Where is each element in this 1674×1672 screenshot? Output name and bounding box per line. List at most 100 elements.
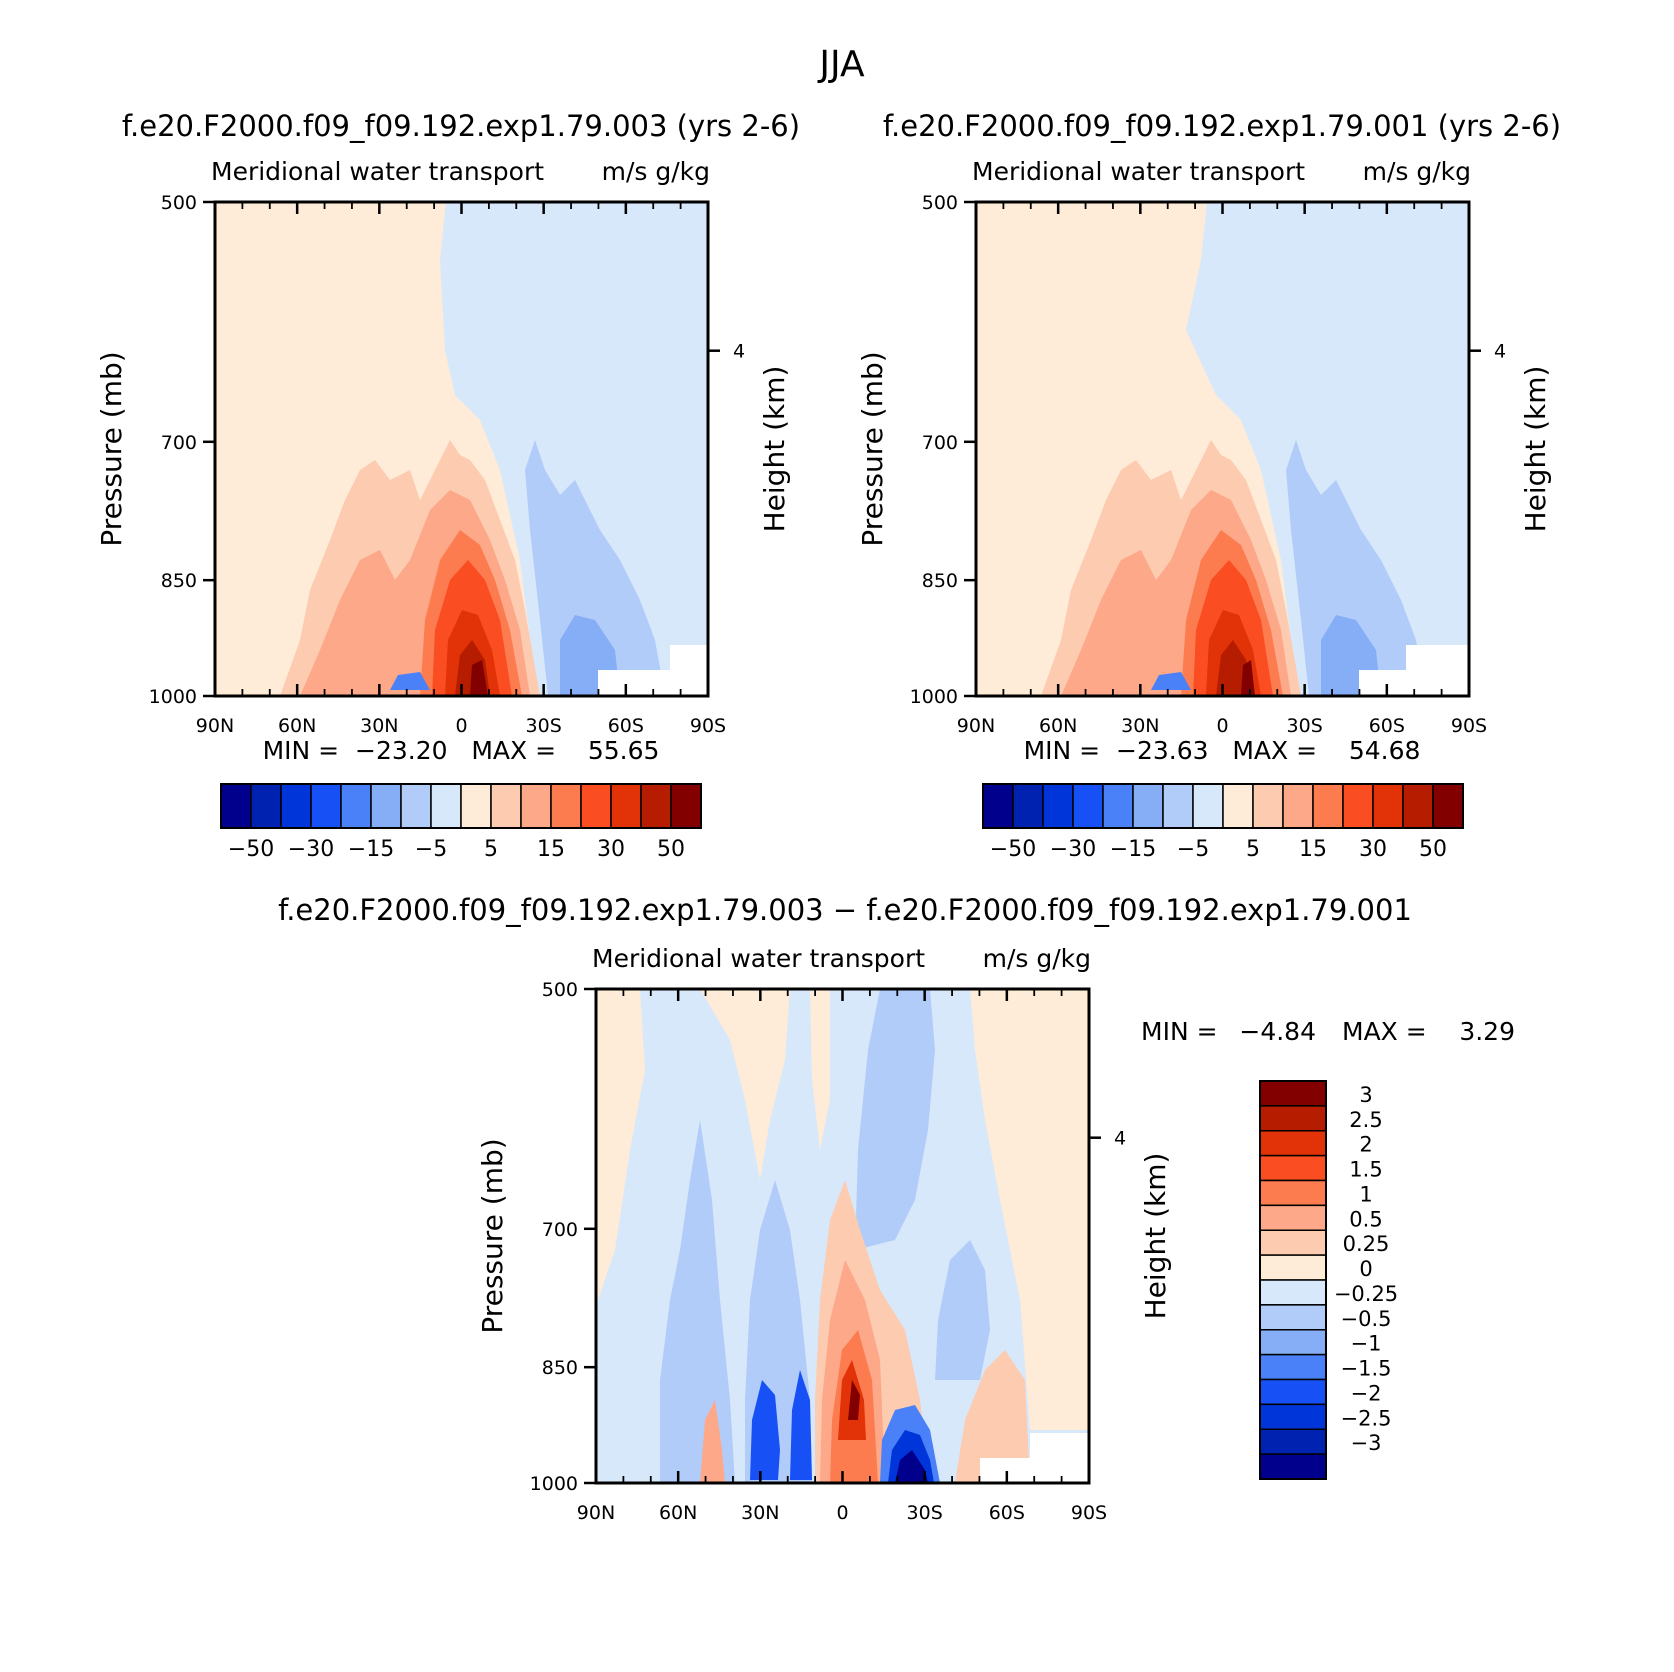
x-tick-label: 90N	[196, 715, 234, 737]
field-pos-max	[470, 660, 488, 696]
y-tick-label: 500	[542, 979, 578, 1001]
field-neg-low	[390, 672, 430, 690]
panel-a-subtitle-left: Meridional water transport	[211, 157, 544, 186]
x-tick-label: 60N	[1039, 715, 1077, 737]
colorbar-label: −5	[415, 837, 447, 862]
colorbar-label: 2.5	[1349, 1108, 1382, 1132]
field-pos-mid2	[810, 989, 830, 1150]
x-tick-label: 60N	[659, 1502, 697, 1524]
colorbar-box	[1342, 783, 1374, 829]
field-neg-region	[440, 202, 708, 696]
colorbar-box	[1259, 1403, 1327, 1430]
panel-diff-ylabel-right: Height (km)	[1139, 1153, 1172, 1320]
x-tick-label: 30N	[360, 715, 398, 737]
colorbar-label: −2.5	[1341, 1406, 1392, 1430]
panel-diff-title: f.e20.F2000.f09_f09.192.exp1.79.003 − f.…	[278, 893, 1412, 927]
colorbar-box	[1259, 1428, 1327, 1455]
x-tick-label: 60S	[989, 1502, 1025, 1524]
panel-a-field	[215, 202, 708, 696]
colorbar-label: 1.5	[1349, 1158, 1382, 1182]
colorbar-box	[640, 783, 672, 829]
field-neg-low	[1151, 672, 1191, 690]
colorbar-box	[220, 783, 252, 829]
panel-a-axes: 90N 60N 30N 0 30S 60S 90S 500 700 850 1000 4	[149, 192, 745, 737]
colorbar-box	[1259, 1080, 1327, 1107]
colorbar-label: −50	[228, 837, 274, 862]
colorbar-box	[1259, 1130, 1327, 1157]
colorbar-box	[1132, 783, 1164, 829]
x-tick-label: 30N	[741, 1502, 779, 1524]
panel-a: f.e20.F2000.f09_f09.192.exp1.79.003 (yrs…	[95, 109, 800, 862]
x-tick-label: 30S	[526, 715, 562, 737]
colorbar-label: 2	[1359, 1133, 1372, 1157]
panel-diff-colorbar: 32.521.510.50.250−0.25−0.5−1−1.5−2−2.5−3	[1259, 1080, 1398, 1480]
colorbar-label: −15	[348, 837, 394, 862]
x-tick-label: 30N	[1121, 715, 1159, 737]
colorbar-box	[1012, 783, 1044, 829]
panel-b-subtitle-left: Meridional water transport	[972, 157, 1305, 186]
colorbar-label: −30	[1050, 837, 1096, 862]
x-tick-label: 60N	[278, 715, 316, 737]
colorbar-box	[1259, 1105, 1327, 1132]
panel-b-axes: 90N 60N 30N 0 30S 60S 90S 500 700 850 1000 4	[910, 192, 1506, 737]
colorbar-label: −2	[1351, 1381, 1382, 1405]
colorbar-label: −0.5	[1341, 1307, 1392, 1331]
height-tick-label: 4	[733, 341, 745, 363]
x-tick-label: 90S	[690, 715, 726, 737]
colorbar-label: 30	[1359, 837, 1387, 862]
panel-a-ylabel: Pressure (mb)	[95, 351, 128, 546]
x-tick-label: 30S	[1287, 715, 1323, 737]
panel-diff: f.e20.F2000.f09_f09.192.exp1.79.003 − f.…	[278, 893, 1515, 1524]
x-tick-label: 90S	[1451, 715, 1487, 737]
colorbar-box	[1042, 783, 1074, 829]
colorbar-box	[430, 783, 462, 829]
y-tick-label: 850	[161, 570, 197, 592]
panel-diff-min-value: −4.84	[1239, 1017, 1316, 1046]
y-tick-label: 700	[542, 1219, 578, 1241]
panel-a-colorbar: −50 −30 −15 −5 5 15 30 50	[220, 783, 702, 862]
colorbar-box	[1259, 1353, 1327, 1381]
panel-b-title: f.e20.F2000.f09_f09.192.exp1.79.001 (yrs…	[883, 109, 1561, 143]
field-neg-upper	[855, 989, 935, 1250]
x-tick-label: 0	[1216, 715, 1228, 737]
colorbar-box	[310, 783, 342, 829]
colorbar-label: −1	[1351, 1332, 1382, 1356]
colorbar-box	[1259, 1154, 1327, 1182]
y-tick-label: 700	[922, 432, 958, 454]
colorbar-label: 50	[1419, 837, 1447, 862]
x-tick-label: 60S	[608, 715, 644, 737]
colorbar-box	[580, 783, 612, 829]
field-missing-2	[1030, 1433, 1089, 1459]
y-tick-label: 1000	[530, 1473, 578, 1495]
colorbar-box	[1102, 783, 1134, 829]
panel-diff-field	[596, 989, 1089, 1483]
colorbar-label: −1.5	[1341, 1357, 1392, 1381]
colorbar-box	[550, 783, 582, 829]
colorbar-box	[340, 783, 372, 829]
colorbar-label: 3	[1359, 1083, 1372, 1107]
field-missing-2	[670, 645, 708, 671]
colorbar-box	[1259, 1254, 1327, 1281]
x-tick-label: 90N	[957, 715, 995, 737]
field-blue-lobe	[525, 440, 665, 696]
y-tick-label: 500	[922, 192, 958, 214]
field-pos-core5	[848, 1380, 860, 1420]
x-tick-label: 60S	[1369, 715, 1405, 737]
colorbar-box	[1162, 783, 1194, 829]
colorbar-box	[670, 783, 702, 829]
colorbar-label: 0	[1359, 1257, 1372, 1281]
field-neg-left-core	[750, 1380, 780, 1480]
field-neg-left-core2	[790, 1370, 812, 1480]
x-tick-label: 0	[455, 715, 467, 737]
colorbar-box	[1282, 783, 1314, 829]
y-tick-label: 1000	[149, 686, 197, 708]
colorbar-box	[1259, 1179, 1327, 1207]
colorbar-box	[520, 783, 552, 829]
panel-diff-subtitle-right: m/s g/kg	[983, 944, 1091, 973]
figure-title: JJA	[817, 44, 865, 85]
colorbar-label: 15	[1299, 837, 1327, 862]
colorbar-label: −3	[1351, 1431, 1382, 1455]
panel-b-subtitle-right: m/s g/kg	[1363, 157, 1471, 186]
colorbar-box	[250, 783, 282, 829]
colorbar-box	[1259, 1329, 1327, 1356]
